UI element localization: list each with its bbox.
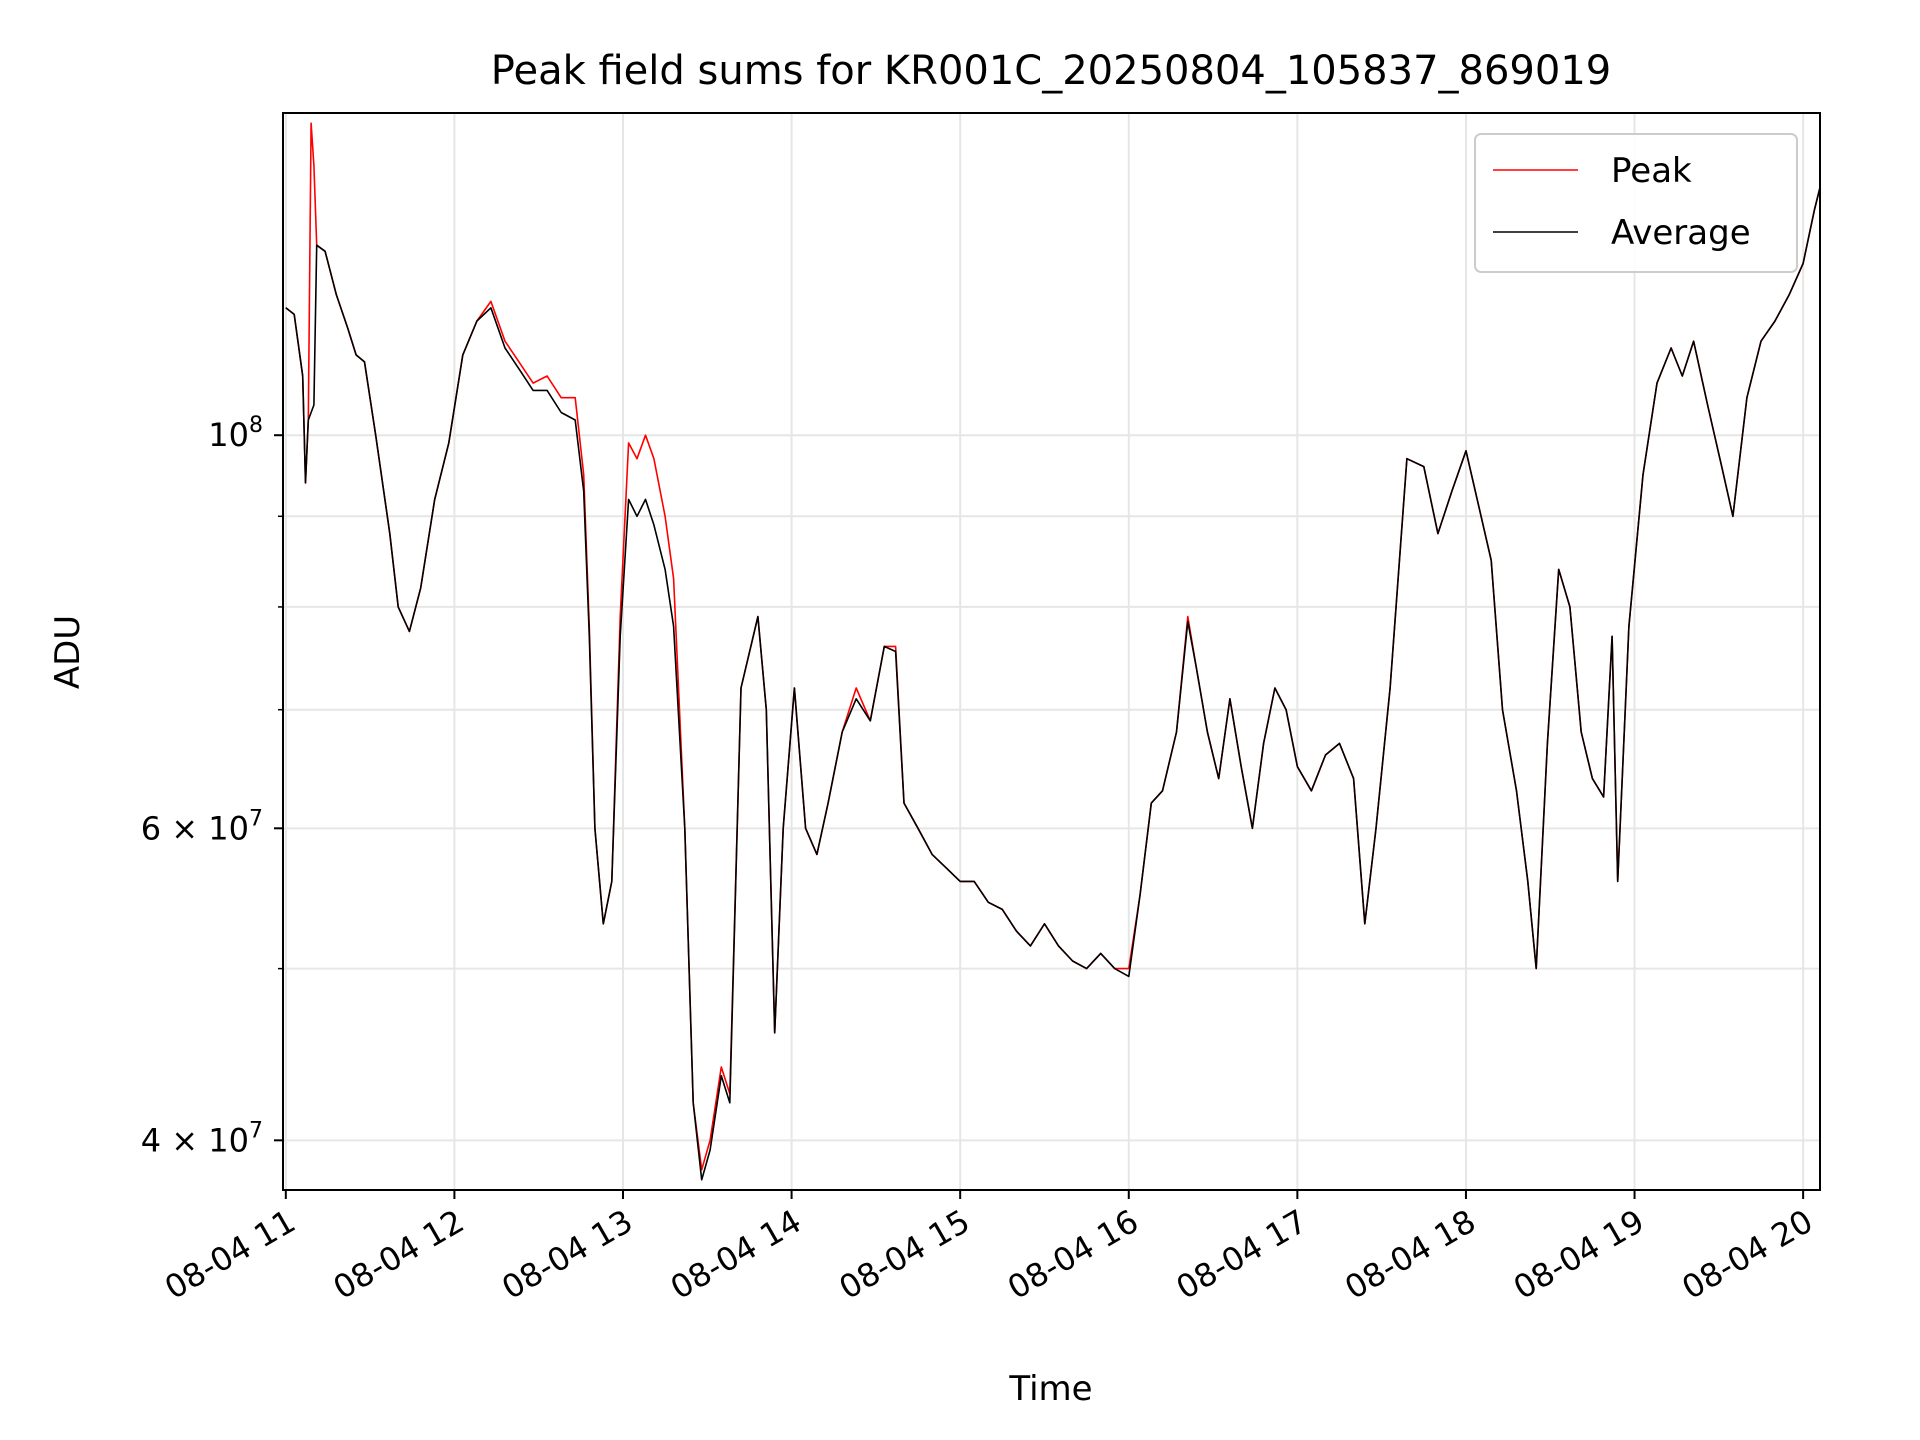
axes-frame [282,112,1821,1191]
legend-peak-label: Peak [1611,151,1692,191]
y-tick-label-base: 4 × 10 [141,1121,249,1159]
y-tick-label-exponent: 7 [249,1118,263,1143]
x-axis-label: Time [1008,1369,1092,1409]
y-tick-label: 108 [208,413,263,454]
y-axis-label: ADU [48,615,88,689]
y-tick-label-base: 6 × 10 [141,809,249,847]
y-tick-label: 4 × 107 [141,1118,263,1159]
legend: Peak Average [1474,133,1798,273]
series-line-average [285,187,1820,1181]
y-tick-label-base: 10 [208,416,249,454]
plot-area [285,122,1820,1181]
chart-title: Peak field sums for KR001C_20250804_1058… [491,48,1611,94]
legend-average-label: Average [1611,213,1751,253]
y-tick-label: 6 × 107 [141,806,263,847]
y-tick-label-exponent: 8 [249,413,263,438]
y-tick-label-exponent: 7 [249,806,263,831]
legend-box [1474,133,1798,273]
gridlines [283,113,1820,1190]
